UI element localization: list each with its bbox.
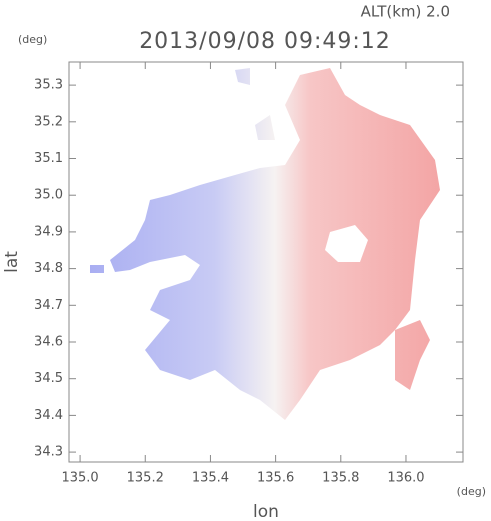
y-tick-label: 35.2 [34, 114, 63, 129]
x-tick-label: 135.8 [322, 471, 359, 486]
velocity-area [395, 320, 430, 390]
y-tick-label: 35.1 [34, 151, 63, 166]
y-tick-label: 34.5 [34, 371, 63, 386]
y-tick-label: 34.4 [34, 408, 63, 423]
x-tick-label: 135.4 [192, 471, 229, 486]
y-tick-label: 35.3 [34, 78, 63, 93]
y-axis-label: lat [2, 251, 22, 273]
x-tick-label: 135.6 [257, 471, 294, 486]
y-tick-label: 35.0 [34, 188, 63, 203]
y-tick-label: 34.3 [34, 445, 63, 460]
velocity-area [255, 115, 275, 140]
y-tick-label: 34.9 [34, 224, 63, 239]
x-tick-label: 135.2 [127, 471, 164, 486]
subtitle: ALT(km) 2.0 [361, 3, 450, 21]
x-axis-label: lon [253, 502, 279, 521]
y-tick-label: 34.7 [34, 298, 63, 313]
chart-title: 2013/09/08 09:49:12 [139, 29, 391, 54]
velocity-area [90, 265, 104, 273]
radar-field [90, 68, 440, 420]
echo-gap [325, 225, 368, 262]
y-tick-label: 34.8 [34, 261, 63, 276]
y-unit: (deg) [18, 33, 47, 46]
x-tick-label: 135.0 [61, 471, 98, 486]
y-tick-label: 34.6 [34, 335, 63, 350]
velocity-area [110, 68, 440, 420]
x-unit: (deg) [457, 485, 486, 498]
plot-frame [68, 61, 464, 463]
x-tick-label: 136.0 [387, 471, 424, 486]
velocity-area [235, 68, 250, 85]
